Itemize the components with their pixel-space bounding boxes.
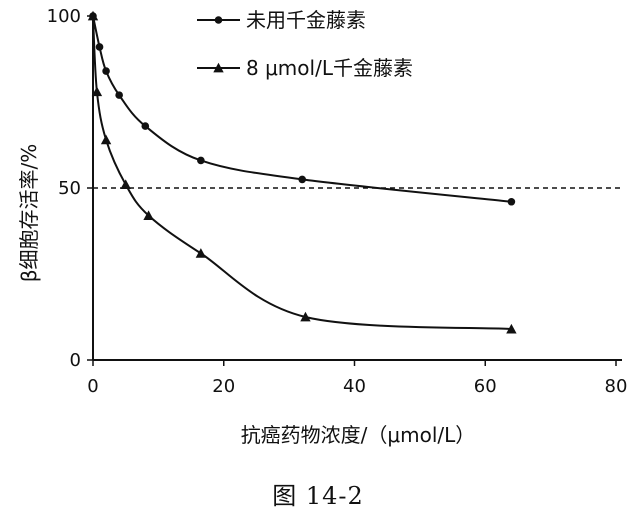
series-2 <box>87 10 517 334</box>
x-axis-title: 抗癌药物浓度/（μmol/L） <box>241 423 476 447</box>
data-point-circle <box>115 91 123 99</box>
data-point-triangle <box>100 134 112 145</box>
x-tick-label: 60 <box>474 376 497 397</box>
legend-marker-circle <box>214 16 223 24</box>
x-tick-label: 40 <box>343 376 366 397</box>
series-line-1 <box>92 15 512 203</box>
y-axis-title: β细胞存活率/% <box>17 144 41 283</box>
series-group <box>87 10 517 334</box>
data-point-circle <box>507 197 516 206</box>
series-1 <box>89 12 516 206</box>
axes <box>92 14 622 361</box>
data-point-circle <box>298 175 307 184</box>
x-tick-label: 0 <box>87 376 98 397</box>
y-tick-label: 50 <box>58 178 81 199</box>
x-tick-label: 80 <box>605 376 628 397</box>
data-point-triangle <box>87 10 99 21</box>
data-point-triangle <box>143 210 154 220</box>
ticks: 0 20 40 60 80 0 50 100 <box>47 6 628 397</box>
data-point-circle <box>95 43 104 51</box>
y-tick-label: 0 <box>70 350 81 371</box>
data-point-triangle <box>300 311 311 322</box>
legend-marker-triangle <box>213 62 224 73</box>
data-point-circle <box>102 67 110 75</box>
legend-label-2: 8 μmol/L千金藤素 <box>246 56 413 80</box>
data-point-circle <box>141 122 150 130</box>
data-point-triangle <box>91 86 103 97</box>
data-point-triangle <box>195 248 207 258</box>
data-point-circle <box>197 156 205 165</box>
legend: 未用千金藤素 8 μmol/L千金藤素 <box>197 8 413 80</box>
y-tick-label: 100 <box>47 6 81 27</box>
data-point-triangle <box>506 323 517 334</box>
data-point-triangle <box>120 179 131 189</box>
figure-caption: 图 14-2 <box>272 482 364 510</box>
chart-svg: 0 20 40 60 80 0 50 100 未用千金藤素 8 μmol/L千金藤素 抗癌药物浓… <box>17 6 628 447</box>
x-tick-label: 20 <box>212 376 235 397</box>
legend-label-1: 未用千金藤素 <box>246 8 366 32</box>
